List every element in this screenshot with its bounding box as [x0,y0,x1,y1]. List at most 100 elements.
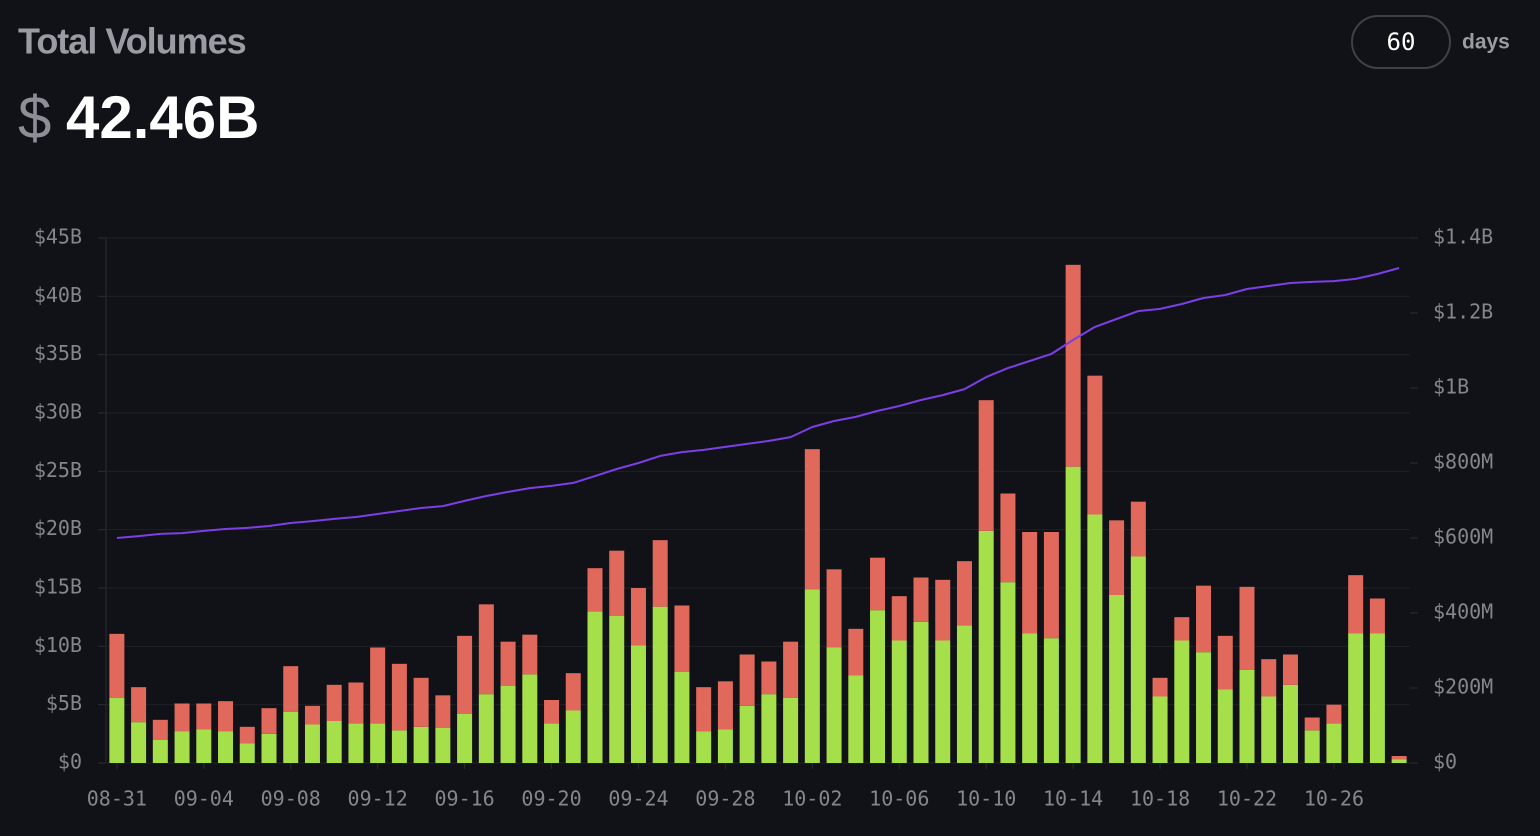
y-tick-label: $0 [58,750,82,774]
bar [652,540,668,607]
x-tick-label: 10-18 [1130,787,1190,811]
bar [1282,684,1298,763]
y2-tick-label: $0 [1433,750,1457,774]
bar [891,640,907,763]
bar [1109,520,1125,595]
total-value: 42.46B [66,84,259,151]
bar [348,723,364,763]
y2-tick-label: $1.4B [1433,225,1493,249]
bar [544,723,560,763]
bar [435,728,451,763]
y-tick-label: $5B [46,691,82,715]
bar [1326,723,1342,763]
bar [674,605,690,672]
x-tick-label: 09-12 [348,787,408,811]
y-tick-label: $20B [34,516,82,540]
bar [913,577,929,622]
bar [1109,595,1125,763]
bar [848,628,864,676]
x-tick-label: 09-04 [174,787,234,811]
bar [1152,696,1168,763]
bar [826,569,842,648]
bar [978,400,994,531]
bar [457,714,473,763]
bar [283,711,299,763]
y-tick-label: $15B [34,575,82,599]
bar [956,561,972,626]
bar [1239,669,1255,763]
bar [1304,730,1320,763]
bar [196,703,212,730]
x-tick-label: 10-14 [1043,787,1103,811]
bar [131,687,147,723]
bar [413,726,429,763]
bar [1022,532,1038,634]
bar [783,641,799,698]
bar [1000,582,1016,763]
bar [478,694,494,763]
bar [370,647,386,724]
bar [587,611,603,763]
days-value[interactable]: 60 [1387,28,1416,56]
bar [1391,756,1407,760]
bar [239,726,255,744]
bar [848,675,864,763]
x-tick-label: 09-24 [608,787,668,811]
bar [304,724,320,763]
y2-tick-label: $1.2B [1433,300,1493,324]
bar [1065,264,1081,467]
bar [391,663,407,731]
bar [304,705,320,725]
bar [696,731,712,763]
bar [609,616,625,763]
bar [1369,633,1385,763]
y2-tick-label: $800M [1433,450,1493,474]
bar [1174,617,1190,641]
title: Total Volumes [18,21,246,62]
bar [218,731,234,763]
y2-tick-label: $1B [1433,375,1469,399]
bar [500,641,516,686]
y-tick-label: $25B [34,458,82,482]
bar [522,674,538,763]
bar [783,697,799,763]
bar [218,701,234,732]
line [116,267,1400,539]
bar [370,723,386,763]
currency: $ [18,84,51,151]
bar [239,743,255,763]
bar [1304,717,1320,731]
bar [739,654,755,706]
bar [630,588,646,646]
bar [565,710,581,763]
bar [478,604,494,695]
bar [717,681,733,730]
bar [1087,514,1103,763]
bar [1217,689,1233,763]
bar [109,633,125,699]
bar [978,530,994,763]
bar [1130,501,1146,557]
bar [870,610,886,763]
bar [522,634,538,675]
bar [1196,652,1212,763]
bar [891,596,907,641]
x-tick-label: 09-20 [521,787,581,811]
x-tick-label: 10-26 [1304,787,1364,811]
bar [1261,659,1277,697]
bar [1043,638,1059,763]
y2-tick-label: $600M [1433,525,1493,549]
bar [761,661,777,695]
days-input[interactable] [1351,15,1451,69]
bar [1152,677,1168,697]
bar [761,694,777,763]
bar [804,589,820,763]
bar [348,682,364,724]
bar [1022,633,1038,763]
bar [1326,704,1342,724]
bar [870,557,886,611]
bar [913,621,929,763]
bar [391,730,407,763]
